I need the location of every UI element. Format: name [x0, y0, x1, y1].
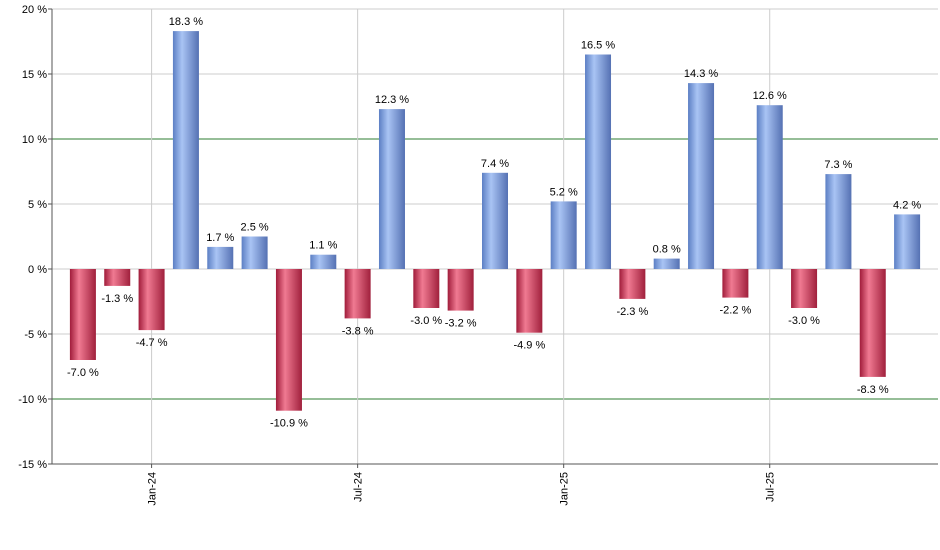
- data-label: 4.2 %: [893, 199, 921, 211]
- data-label: 18.3 %: [169, 16, 203, 28]
- data-label: -8.3 %: [857, 384, 889, 396]
- data-label: 12.6 %: [753, 90, 787, 102]
- bar-Nov-23: [69, 269, 96, 360]
- data-label: -10.9 %: [270, 418, 308, 430]
- data-label: 14.3 %: [684, 68, 718, 80]
- bar-Jan-25: [550, 201, 577, 269]
- bar-Aug-24: [378, 109, 405, 269]
- bar-Aug-25: [791, 269, 818, 308]
- data-label: 7.4 %: [481, 158, 509, 170]
- bar-Jul-24: [344, 269, 371, 319]
- bar-Mar-25: [619, 269, 646, 299]
- bar-Nov-24: [482, 172, 508, 269]
- data-label: 7.3 %: [824, 159, 852, 171]
- bar-Feb-25: [585, 54, 612, 269]
- x-tick-label: Jul-25: [765, 472, 777, 502]
- data-label: 16.5 %: [581, 40, 615, 52]
- data-label: -3.2 %: [445, 318, 477, 330]
- y-tick-label: 5 %: [28, 199, 47, 211]
- data-label: -2.3 %: [616, 306, 648, 318]
- data-label: 5.2 %: [550, 186, 578, 198]
- bar-Feb-24: [172, 31, 199, 269]
- data-label: 1.7 %: [206, 232, 234, 244]
- bar-Oct-24: [447, 269, 474, 311]
- data-labels-layer: -7.0 % -1.3 % -4.7 % 18.3 % 1.7 % 2.5 % -10.9 …: [67, 16, 921, 430]
- y-tick-label: -5 %: [24, 329, 47, 341]
- data-label: -3.0 %: [410, 315, 442, 327]
- bar-Sep-24: [413, 269, 440, 308]
- bar-Nov-25: [894, 214, 921, 269]
- data-label: -3.8 %: [342, 325, 374, 337]
- bar-Jun-24: [310, 254, 337, 269]
- data-label: -2.2 %: [719, 305, 751, 317]
- bar-May-24: [275, 269, 302, 411]
- y-tick-label: 15 %: [22, 69, 47, 81]
- bar-Apr-24: [241, 236, 268, 269]
- data-label: 0.8 %: [653, 244, 681, 256]
- data-label: -4.9 %: [513, 340, 545, 352]
- bar-Jul-25: [756, 105, 783, 269]
- y-tick-label: 10 %: [22, 134, 47, 146]
- x-tick-label: Jan-25: [559, 472, 571, 506]
- data-label: 12.3 %: [375, 94, 409, 106]
- bar-Dec-24: [516, 269, 543, 333]
- y-tick-label: 0 %: [28, 264, 47, 276]
- bar-Oct-25: [859, 269, 886, 377]
- data-label: -4.7 %: [136, 337, 168, 349]
- bar-Sep-25: [825, 174, 852, 269]
- bar-Mar-24: [207, 246, 234, 269]
- bar-Jun-25: [722, 269, 749, 298]
- data-label: -1.3 %: [101, 293, 133, 305]
- bar-Dec-23: [104, 269, 131, 286]
- data-label: 1.1 %: [309, 240, 337, 252]
- data-label: 2.5 %: [241, 222, 269, 234]
- data-label: -7.0 %: [67, 367, 99, 379]
- y-tick-label: -10 %: [18, 394, 47, 406]
- bar-Apr-25: [653, 258, 680, 269]
- x-tick-label: Jul-24: [353, 472, 365, 502]
- x-tick-label: Jan-24: [147, 472, 159, 506]
- data-label: -3.0 %: [788, 315, 820, 327]
- y-tick-label: 20 %: [22, 4, 47, 16]
- bars-layer: [69, 31, 921, 411]
- axis-layer: -15 % -10 % -5 % 0 % 5 % 10 % 15 % 20 % Jan-24 Ju…: [18, 4, 938, 506]
- bar-May-25: [688, 83, 715, 269]
- y-tick-label: -15 %: [18, 459, 47, 471]
- bar-Jan-24: [138, 269, 165, 331]
